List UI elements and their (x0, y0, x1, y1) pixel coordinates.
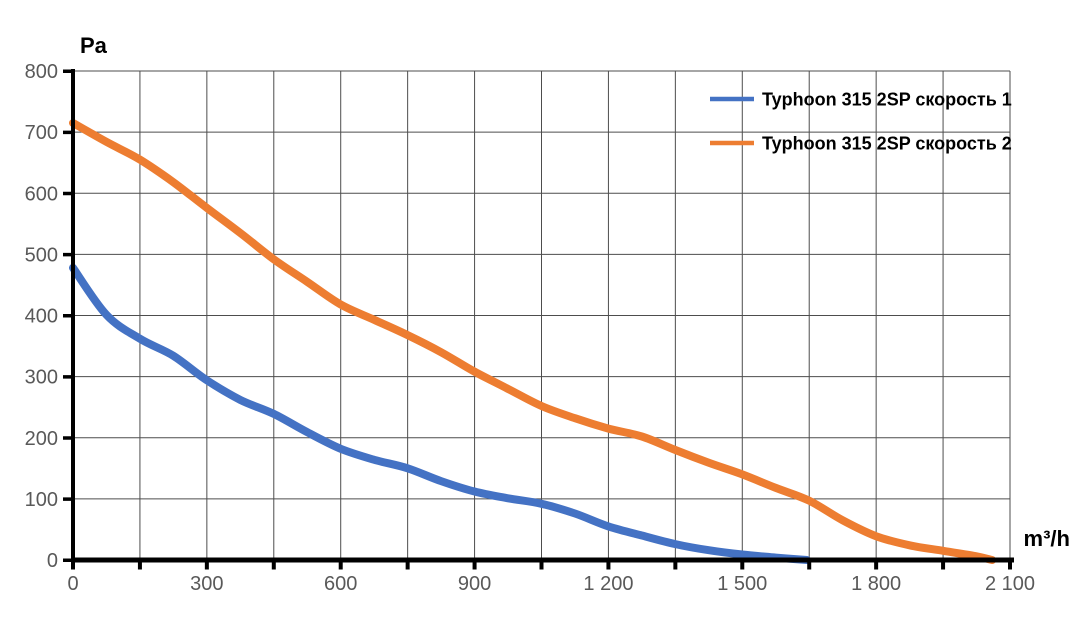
y-tick-mark (63, 130, 71, 135)
x-tick-label: 1 200 (583, 573, 633, 595)
y-tick-label: 800 (25, 61, 58, 83)
x-tick-mark (673, 562, 678, 570)
y-tick-mark (63, 436, 71, 440)
y-tick-mark (63, 314, 71, 318)
y-tick-label: 500 (25, 244, 58, 266)
x-tick-label: 1 500 (717, 573, 767, 595)
x-tick-mark (941, 562, 946, 570)
y-tick-label: 400 (25, 306, 58, 328)
y-tick-label: 300 (25, 367, 58, 389)
tick-label-layer: 0 300 600 900 1 200 1 500 1 800 2 100 0 100 200 300… (25, 61, 1035, 595)
legend-label-speed-1: Typhoon 315 2SP скорость 1 (762, 90, 1012, 110)
x-tick-mark (539, 562, 544, 570)
series-line-speed-1 (69, 263, 811, 564)
x-tick-mark (137, 562, 142, 570)
x-tick-mark (405, 562, 410, 570)
series-line-speed-2 (69, 118, 997, 564)
y-tick-mark (63, 558, 71, 562)
grid-layer (73, 70, 1011, 560)
axis-layer (63, 69, 1014, 570)
x-tick-mark (740, 562, 745, 570)
legend-label-speed-2: Typhoon 315 2SP скорость 2 (762, 134, 1012, 154)
x-tick-mark (472, 562, 477, 570)
y-tick-mark (63, 69, 71, 73)
x-tick-label: 300 (190, 573, 223, 595)
y-tick-mark (63, 252, 71, 257)
y-axis-title: Pa (80, 33, 108, 58)
x-tick-mark (338, 562, 343, 570)
x-tick-label: 0 (67, 573, 78, 595)
x-axis-title: m³/h (1024, 526, 1070, 551)
x-tick-mark (807, 562, 812, 570)
y-tick-mark (63, 191, 71, 196)
x-tick-mark (606, 562, 611, 570)
y-tick-mark (63, 375, 71, 379)
x-tick-mark (1008, 562, 1012, 570)
x-tick-mark (71, 562, 75, 570)
series-layer (69, 118, 997, 564)
y-tick-label: 200 (25, 428, 58, 450)
y-tick-label: 600 (25, 183, 58, 205)
x-tick-label: 1 800 (851, 573, 901, 595)
x-tick-mark (874, 562, 879, 570)
x-tick-label: 2 100 (985, 573, 1035, 595)
x-tick-label: 600 (324, 573, 357, 595)
y-tick-label: 100 (25, 489, 58, 511)
x-tick-mark (271, 562, 276, 570)
x-tick-label: 900 (458, 573, 491, 595)
x-tick-mark (204, 562, 209, 570)
y-tick-label: 0 (47, 550, 58, 572)
y-tick-label: 700 (25, 122, 58, 144)
legend: Typhoon 315 2SP скорость 1 Typhoon 315 2S… (710, 90, 1012, 154)
y-tick-mark (63, 497, 71, 501)
